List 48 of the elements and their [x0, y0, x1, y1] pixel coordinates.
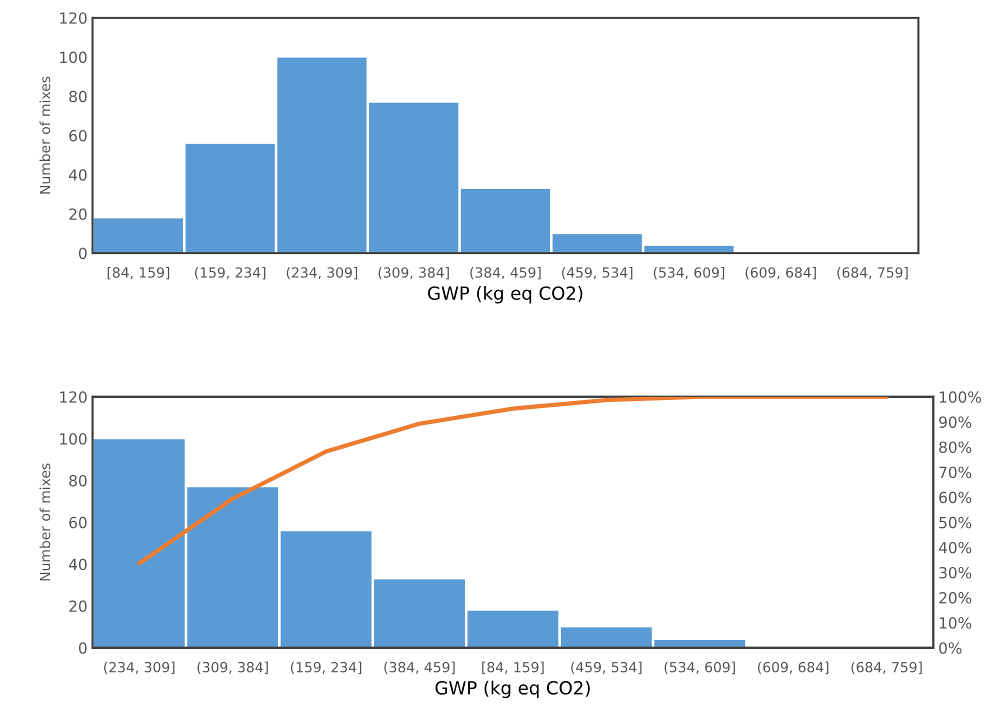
- x-tick-label: (609, 684]: [746, 267, 816, 280]
- x-tick-label: (309, 384]: [198, 662, 268, 674]
- x-tick-label: (534, 609]: [664, 662, 735, 674]
- x-tick-label: (459, 534]: [562, 267, 632, 280]
- x-tick-label: [84, 159]: [482, 662, 544, 674]
- y-tick-label: 120: [60, 12, 87, 24]
- y2-tick-label: 90%: [939, 416, 972, 428]
- y-tick-label: 120: [60, 391, 87, 403]
- x-tick-label: (684, 759]: [851, 662, 922, 674]
- x-tick-label: (234, 309]: [104, 662, 174, 674]
- y-tick-label: 60: [69, 516, 87, 528]
- x-tick-label: (159, 234]: [290, 662, 362, 674]
- x-tick-label: (384, 459]: [384, 662, 455, 674]
- y2-tick-label: 70%: [939, 466, 972, 478]
- y-tick-label: 40: [68, 169, 87, 181]
- x-tick-label: (609, 684]: [758, 662, 828, 674]
- y-tick-label: 20: [69, 600, 87, 612]
- y2-tick-label: 50%: [939, 516, 972, 528]
- y2-tick-label: 30%: [939, 566, 972, 579]
- y2-tick-label: 10%: [940, 617, 972, 629]
- y-tick-label: 80: [69, 90, 87, 102]
- y-axis-title: Number of mixes: [40, 76, 50, 194]
- y-tick-label: 60: [69, 130, 87, 142]
- y-tick-label: 0: [78, 248, 87, 260]
- x-axis-title: GWP (kg eq CO2): [436, 680, 590, 698]
- y-tick-label: 80: [69, 474, 87, 486]
- x-tick-label: (384, 459]: [470, 267, 541, 280]
- x-tick-label: (459, 534]: [571, 662, 642, 674]
- x-tick-label: [84, 159]: [108, 267, 170, 280]
- y2-tick-label: 100%: [940, 391, 982, 403]
- x-tick-label: (534, 609]: [654, 267, 724, 280]
- y2-tick-label: 40%: [938, 542, 972, 554]
- x-tick-label: (159, 234]: [195, 267, 266, 280]
- y-tick-label: 0: [78, 642, 87, 654]
- y-tick-label: 100: [60, 52, 87, 64]
- y-tick-label: 40: [68, 558, 87, 570]
- line-series: [137, 396, 889, 566]
- y-axis-title: Number of mixes: [40, 464, 50, 580]
- y-tick-label: 100: [60, 433, 87, 445]
- y2-tick-label: 0%: [939, 642, 962, 654]
- x-tick-label: (684, 759]: [837, 267, 908, 280]
- y2-tick-label: 80%: [939, 441, 972, 454]
- x-tick-label: (309, 384]: [378, 267, 449, 280]
- y2-tick-label: 60%: [939, 492, 972, 504]
- y2-tick-label: 20%: [939, 592, 972, 604]
- x-tick-label: (234, 309]: [286, 267, 358, 280]
- x-axis-title: GWP (kg eq CO2): [428, 286, 582, 304]
- y-tick-label: 20: [69, 208, 87, 220]
